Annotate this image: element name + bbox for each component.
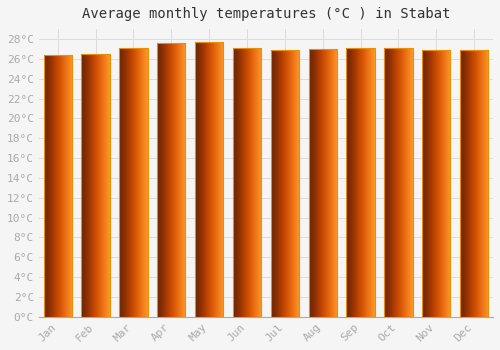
Bar: [119, 48, 148, 317]
Bar: [384, 48, 412, 317]
Bar: [270, 50, 299, 317]
Bar: [157, 43, 186, 317]
Bar: [195, 42, 224, 317]
Bar: [460, 50, 488, 317]
Bar: [44, 55, 72, 317]
Title: Average monthly temperatures (°C ) in Stabat: Average monthly temperatures (°C ) in St…: [82, 7, 450, 21]
Bar: [346, 48, 375, 317]
Bar: [233, 48, 261, 317]
Bar: [82, 54, 110, 317]
Bar: [422, 50, 450, 317]
Bar: [308, 49, 337, 317]
